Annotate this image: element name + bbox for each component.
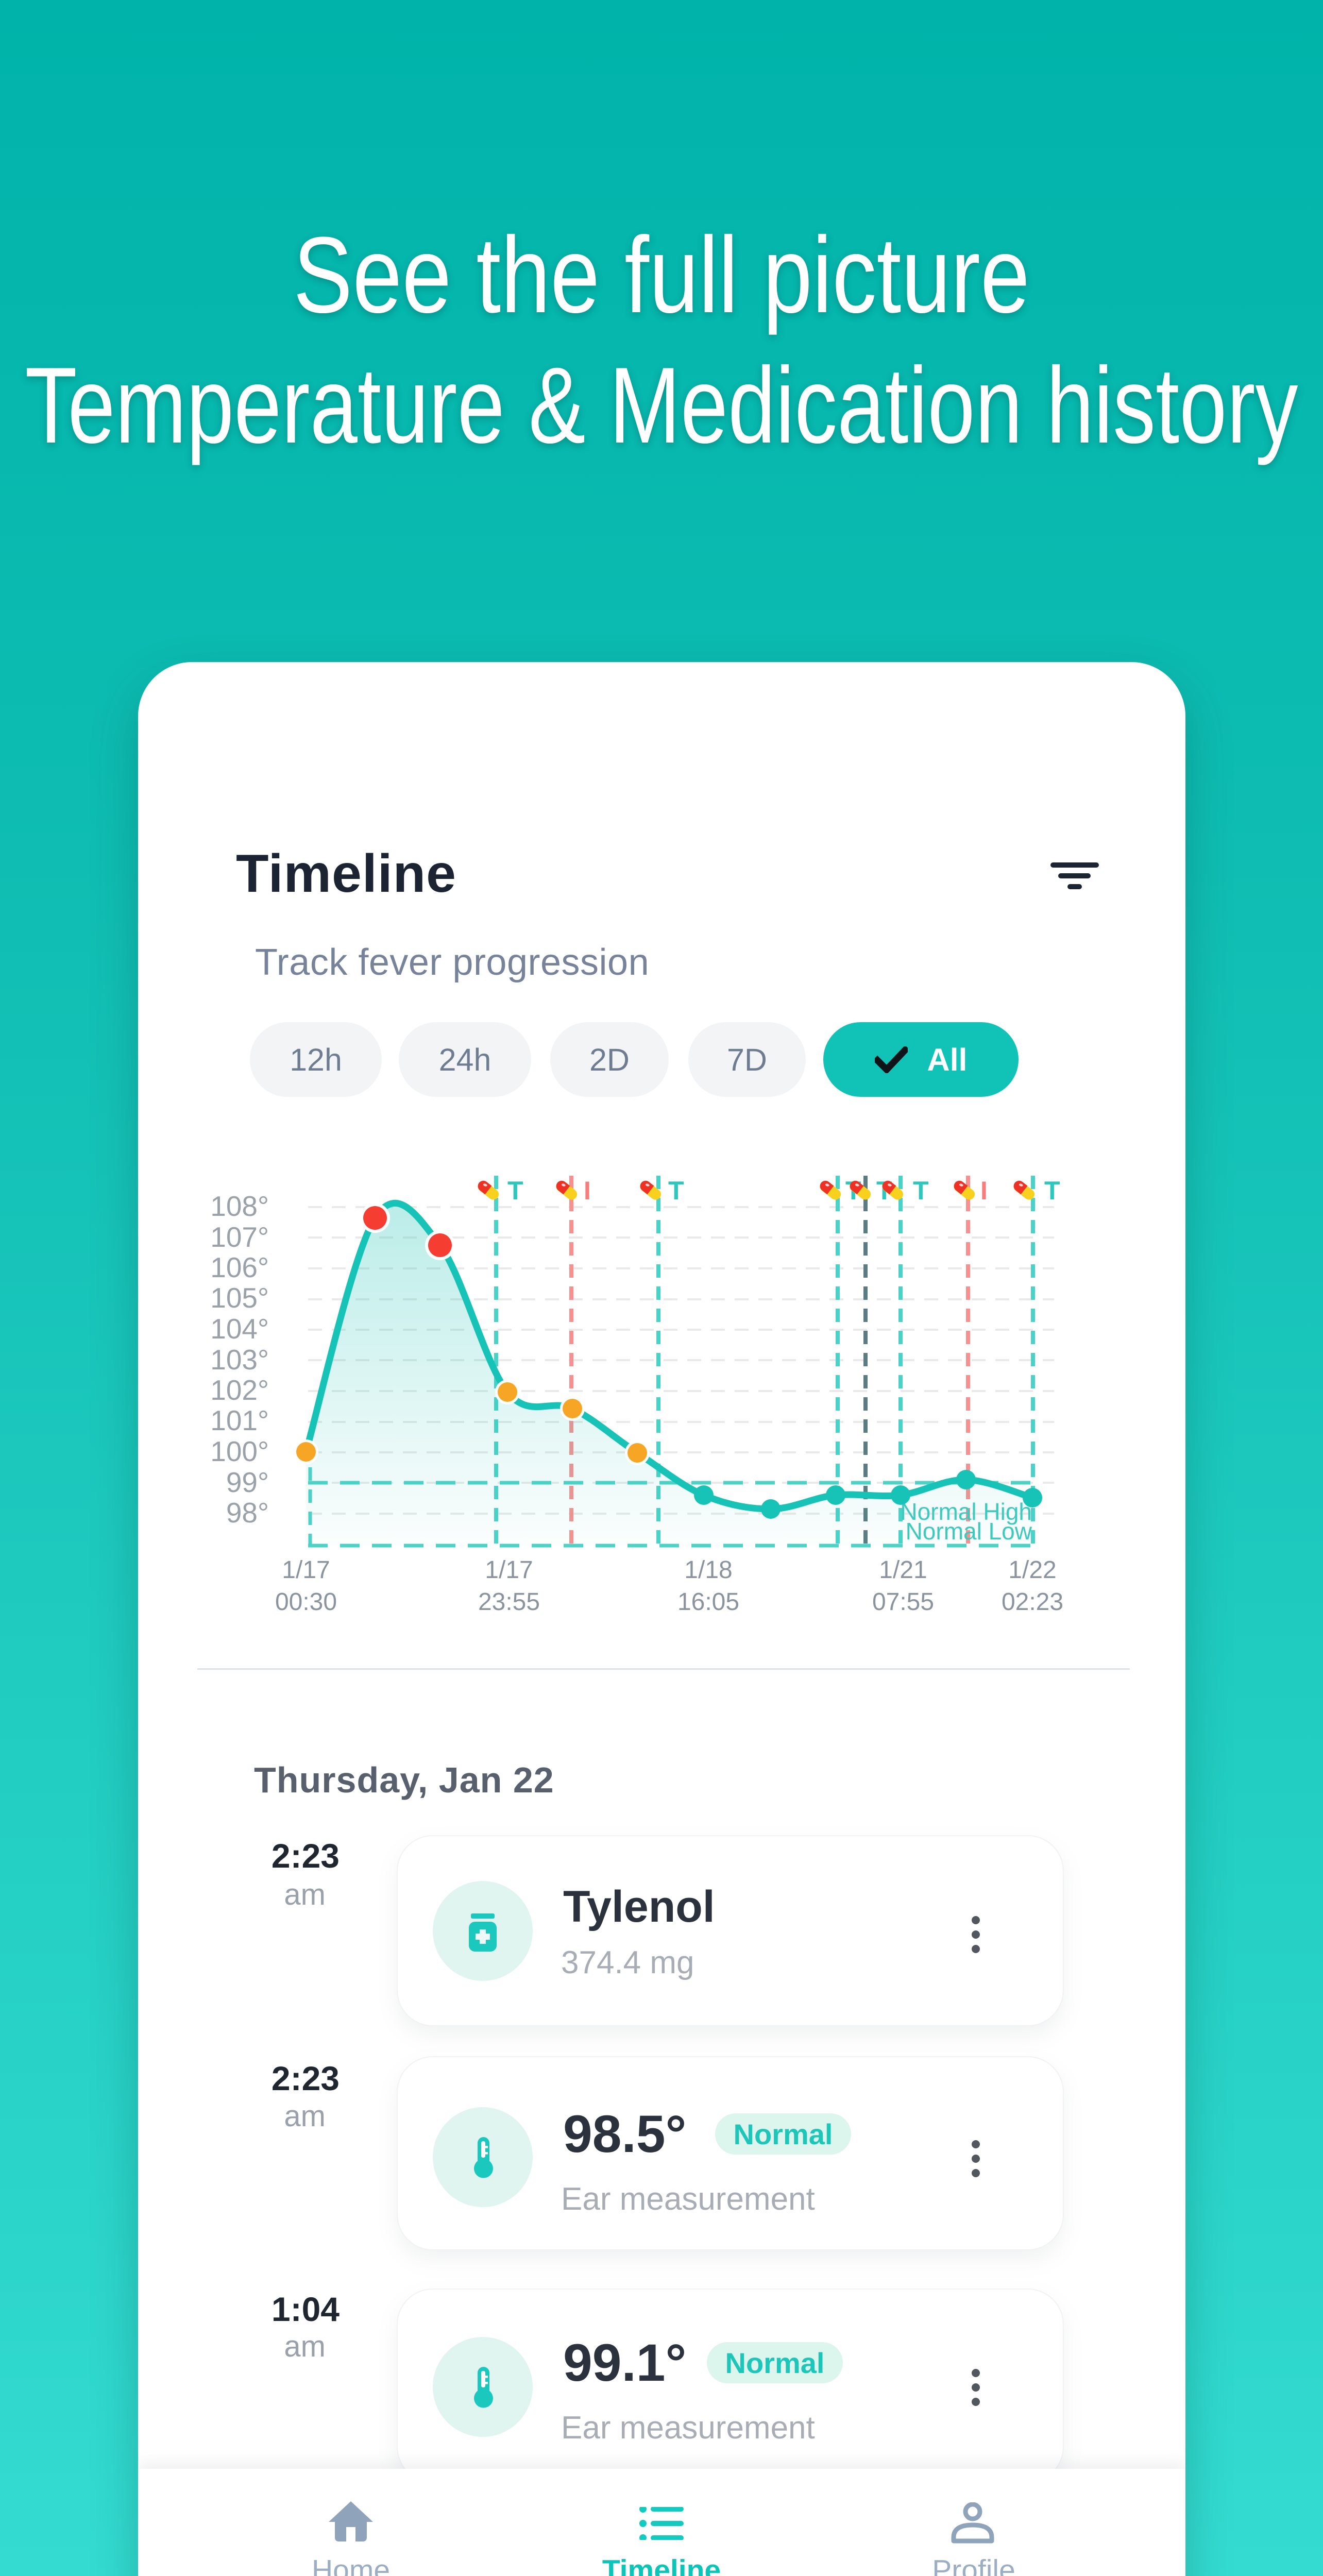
svg-text:T: T [913,1176,929,1205]
svg-text:100°: 100° [210,1435,269,1467]
svg-text:02:23: 02:23 [1002,1588,1063,1616]
svg-text:1/17: 1/17 [485,1556,533,1584]
svg-text:16:05: 16:05 [677,1588,739,1616]
svg-text:Normal Low: Normal Low [906,1518,1032,1545]
svg-text:I: I [584,1176,591,1205]
svg-text:108°: 108° [210,1190,269,1222]
svg-text:1/18: 1/18 [684,1556,732,1584]
svg-text:1/21: 1/21 [879,1556,927,1584]
svg-text:00:30: 00:30 [275,1588,337,1616]
svg-text:I: I [980,1176,988,1205]
svg-text:106°: 106° [210,1251,269,1283]
svg-text:101°: 101° [210,1404,269,1436]
svg-text:1/22: 1/22 [1008,1556,1056,1584]
svg-text:T: T [668,1176,684,1205]
svg-text:99°: 99° [226,1466,269,1498]
svg-text:T: T [507,1176,523,1205]
svg-text:T: T [1044,1176,1060,1205]
svg-text:Normal High: Normal High [900,1498,1032,1525]
svg-text:23:55: 23:55 [478,1588,540,1616]
svg-text:102°: 102° [210,1374,269,1406]
svg-text:105°: 105° [210,1282,269,1314]
svg-text:103°: 103° [210,1344,269,1376]
svg-text:98°: 98° [226,1497,269,1529]
svg-text:107°: 107° [210,1221,269,1253]
svg-text:104°: 104° [210,1313,269,1345]
svg-text:1/17: 1/17 [282,1556,330,1584]
svg-text:07:55: 07:55 [872,1588,934,1616]
